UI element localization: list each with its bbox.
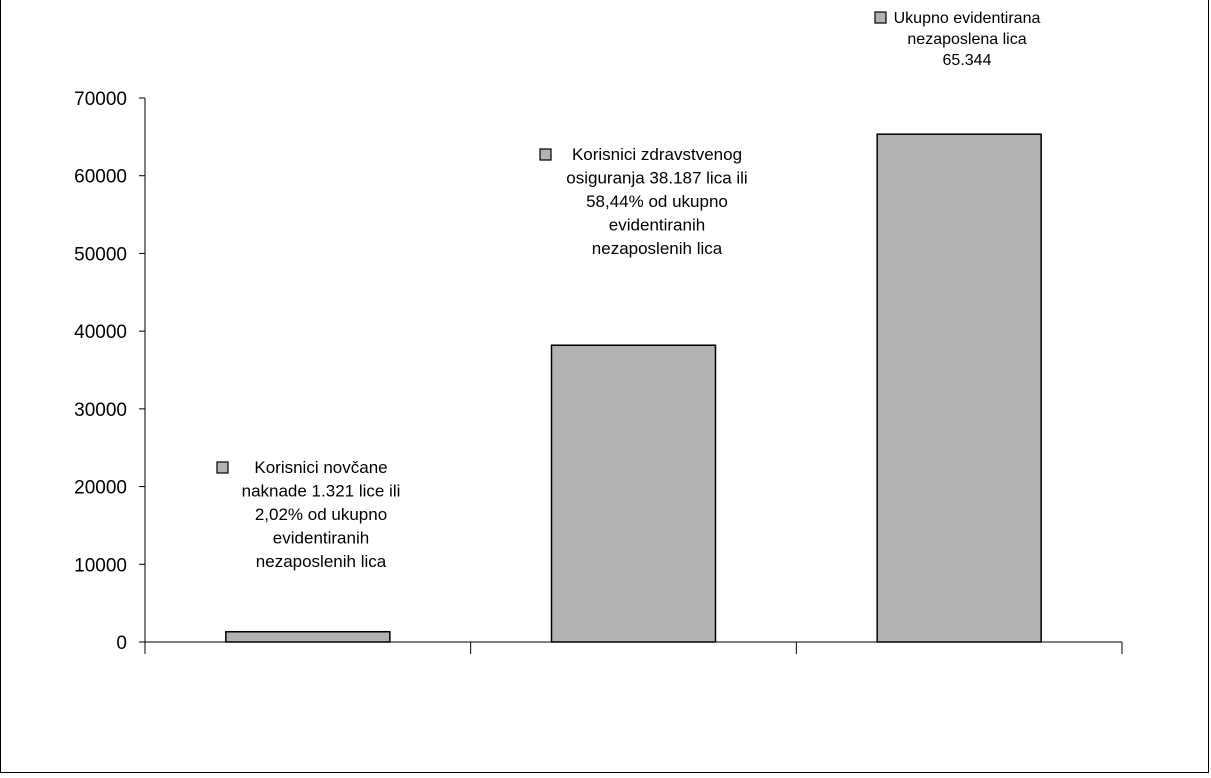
data-label-line: Korisnici zdravstvenog (572, 145, 742, 164)
legend-key (539, 148, 552, 161)
bar (550, 344, 717, 643)
data-label-line: 2,02% od ukupno (255, 505, 387, 524)
bar (225, 630, 391, 643)
data-label-line: 65.344 (943, 52, 992, 69)
data-label-line: osiguranja 38.187 lica ili (566, 169, 747, 188)
y-tick-label: 50000 (74, 244, 127, 265)
y-tick-label: 20000 (74, 478, 127, 499)
y-tick-label: 70000 (74, 89, 127, 110)
legend-key (216, 461, 229, 474)
data-label-line: evidentiranih (273, 529, 369, 548)
data-label-line: nezaposlena lica (907, 31, 1026, 48)
data-label-line: Ukupno evidentirana (894, 10, 1041, 27)
y-tick-label: 0 (116, 633, 127, 654)
data-label-line: 58,44% od ukupno (586, 192, 728, 211)
bars (225, 133, 1042, 643)
data-label-line: nezaposlenih lica (592, 239, 723, 258)
legend-key (874, 11, 887, 24)
data-label-line: evidentiranih (609, 216, 705, 235)
y-tick-label: 60000 (74, 167, 127, 188)
y-tick-label: 40000 (74, 322, 127, 343)
data-label-line: nezaposlenih lica (256, 552, 387, 571)
data-labels: Korisnici novčane naknade 1.321 lice ili 2… (216, 10, 1041, 571)
y-axis: 0 10000 20000 30000 40000 50000 60000 70000 (74, 89, 146, 654)
y-tick-label: 10000 (74, 555, 127, 576)
data-label-line: naknade 1.321 lice ili (242, 482, 401, 501)
bar (876, 133, 1042, 643)
x-axis (144, 641, 1123, 654)
y-tick-label: 30000 (74, 400, 127, 421)
data-label-line: Korisnici novčane (254, 458, 387, 477)
